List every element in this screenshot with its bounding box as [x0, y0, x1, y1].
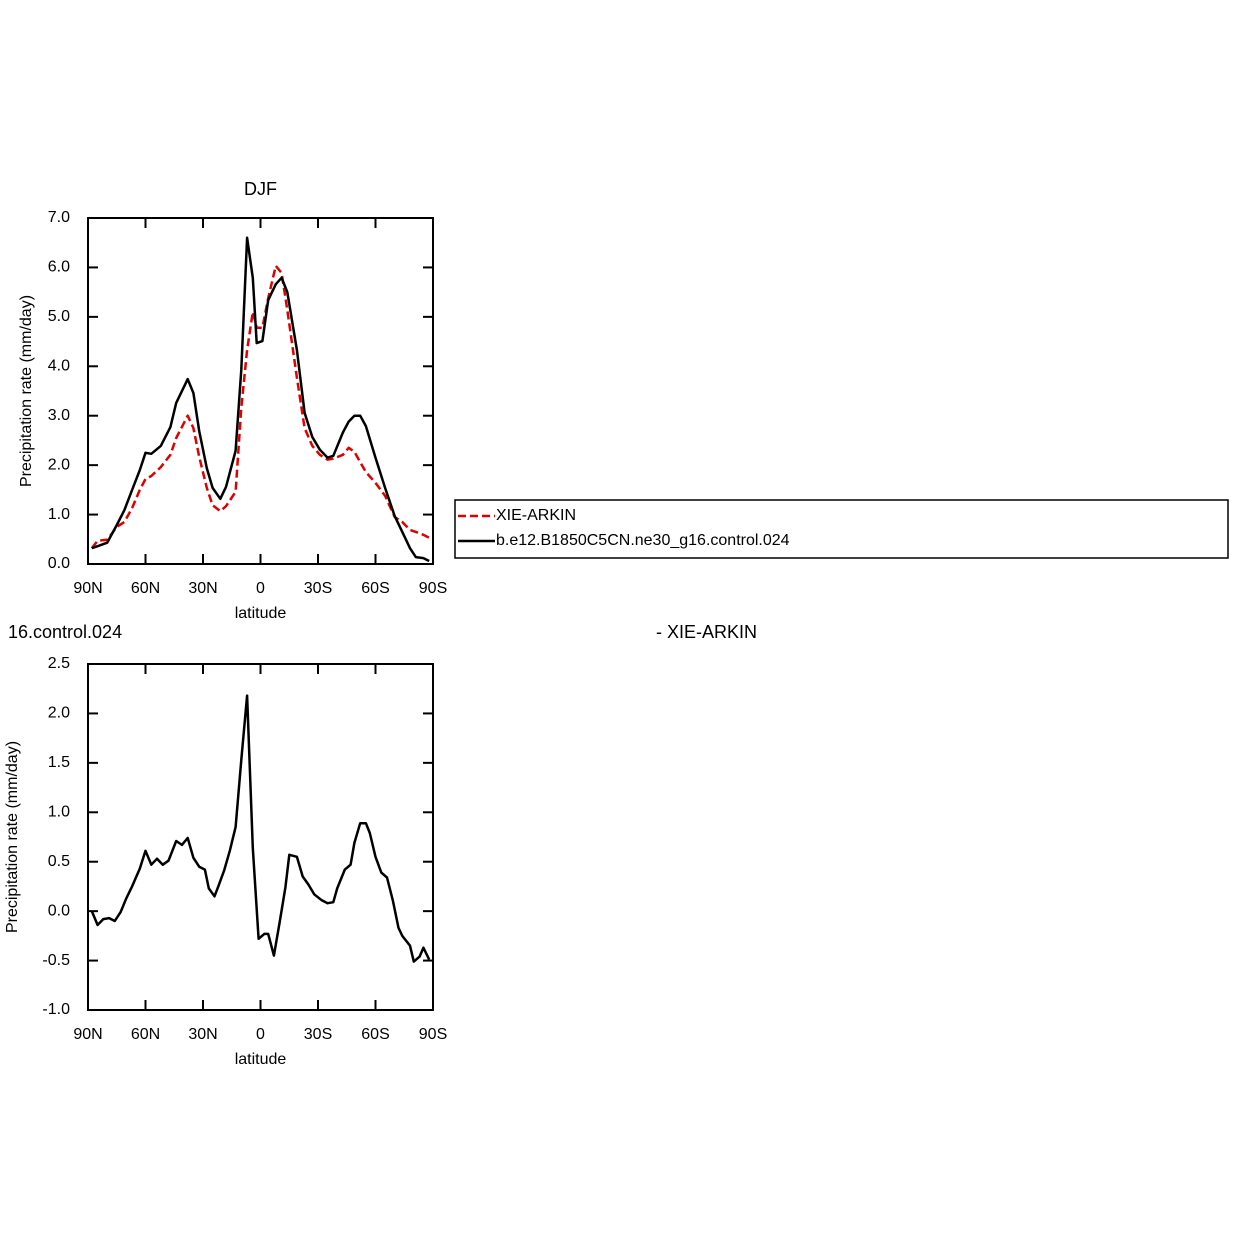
chart-title-part: 16.control.024 — [8, 622, 122, 642]
y-tick-label: 1.0 — [48, 506, 70, 523]
x-tick-label: 30S — [304, 1026, 332, 1043]
legend-box — [454, 499, 1229, 559]
x-tick-label: 60S — [361, 1026, 389, 1043]
y-tick-label: -0.5 — [42, 952, 70, 969]
x-axis-label: latitude — [235, 1051, 287, 1068]
y-tick-label: 2.0 — [48, 456, 70, 473]
y-tick-label: 7.0 — [48, 209, 70, 226]
x-tick-label: 0 — [256, 1026, 265, 1043]
y-tick-label: 0.0 — [48, 555, 70, 572]
y-axis-label: Precipitation rate (mm/day) — [18, 295, 35, 487]
x-tick-label: 90N — [73, 1026, 102, 1043]
chart-title: DJF — [244, 179, 277, 199]
chart-title-part: - XIE-ARKIN — [656, 622, 757, 642]
y-tick-label: 2.0 — [48, 705, 70, 722]
y-tick-label: 5.0 — [48, 308, 70, 325]
y-tick-label: 0.0 — [48, 902, 70, 919]
x-tick-label: 90S — [419, 1026, 447, 1043]
data-line — [90, 694, 431, 963]
plot-frame — [87, 663, 434, 1011]
data-line — [90, 264, 430, 549]
x-tick-label: 60N — [131, 580, 160, 597]
y-tick-label: 4.0 — [48, 358, 70, 375]
y-tick-label: 1.0 — [48, 804, 70, 821]
y-tick-label: 0.5 — [48, 853, 70, 870]
y-tick-label: 3.0 — [48, 407, 70, 424]
legend-label: b.e12.B1850C5CN.ne30_g16.control.024 — [496, 532, 790, 549]
data-line — [91, 236, 430, 563]
x-tick-label: 60N — [131, 1026, 160, 1043]
x-tick-label: 30N — [188, 580, 217, 597]
x-tick-label: 30S — [304, 580, 332, 597]
y-tick-label: 1.5 — [48, 754, 70, 771]
x-tick-label: 90S — [419, 580, 447, 597]
legend-label: XIE-ARKIN — [496, 507, 576, 524]
x-tick-label: 0 — [256, 580, 265, 597]
y-tick-label: 6.0 — [48, 259, 70, 276]
y-tick-label: 2.5 — [48, 655, 70, 672]
plot-frame — [87, 217, 434, 565]
x-tick-label: 30N — [188, 1026, 217, 1043]
x-axis-label: latitude — [235, 605, 287, 622]
x-tick-label: 90N — [73, 580, 102, 597]
y-tick-label: -1.0 — [42, 1001, 70, 1018]
x-tick-label: 60S — [361, 580, 389, 597]
y-axis-label: Precipitation rate (mm/day) — [4, 741, 21, 933]
